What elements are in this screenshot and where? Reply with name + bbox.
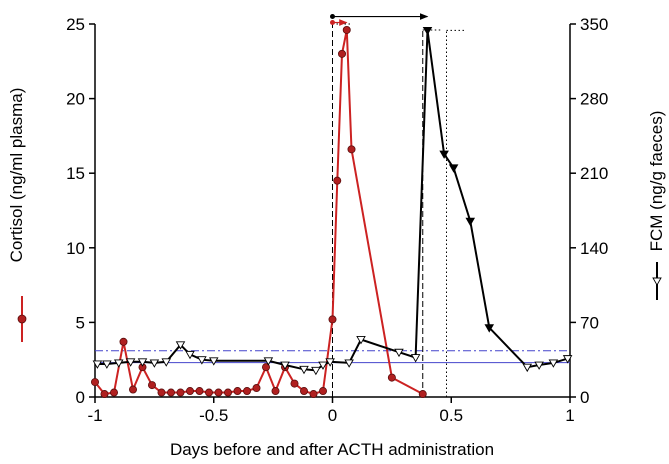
fcm-point [311,366,321,376]
fcm-point [356,336,366,345]
y-left-tick-label: 20 [66,90,85,109]
fcm-point [92,360,103,369]
cortisol-point [387,373,396,382]
cortisol-point [185,387,194,396]
fcm-point [280,361,290,370]
legend-fcm-symbol [652,262,662,300]
fcm-point [534,361,544,370]
fcm-point [448,164,459,173]
y-left-tick-label: 0 [76,388,85,407]
series-fcm [92,26,573,376]
cortisol-point [195,387,204,396]
fcm-point [410,354,421,363]
cortisol-point [233,387,242,396]
legend-fcm-marker [652,277,662,286]
legend-cortisol-marker [17,314,27,324]
cortisol-point [204,388,213,397]
fcm-point [522,363,533,373]
fcm-point [318,361,328,370]
fcm-point [113,359,124,368]
cortisol-point [318,387,327,396]
cortisol-point [290,379,299,388]
cortisol-point [299,387,308,396]
cortisol-point [166,388,175,397]
cortisol-point [337,49,346,58]
legend-cortisol-symbol [17,296,27,342]
fcm-point [299,365,309,375]
series-cortisol [91,25,427,399]
x-tick-label: -0.5 [199,406,228,425]
y-right-tick-label: 70 [580,313,599,332]
fcm-point [548,359,559,368]
fcm-point [465,217,476,227]
cortisol-point [214,388,223,397]
fcm-point [125,358,136,367]
cortisol-point [342,25,351,34]
cortisol-line [94,29,424,396]
fcm-point [394,348,404,358]
cortisol-point [91,378,100,387]
cortisol-point [119,337,128,346]
cortisol-point [242,387,251,396]
cortisol-point [157,388,166,397]
fcm-point [344,359,354,368]
fcm-point [484,324,495,333]
fcm-point [422,26,433,36]
cortisol-point [147,381,156,390]
cortisol-point [176,388,185,397]
fcm-point [161,358,172,367]
cortisol-point [261,363,270,372]
y-right-axis-label: FCM (ng/g faeces) [647,111,666,252]
y-left-tick-label: 10 [66,239,85,258]
fcm-point [149,359,160,368]
x-tick-label: -1 [87,406,102,425]
y-left-axis-label: Cortisol (ng/ml plasma) [7,88,26,263]
cortisol-point [128,385,137,394]
fcm-point [325,358,335,367]
x-axis-label: Days before and after ACTH administratio… [170,440,494,459]
annotations [330,13,467,397]
cortisol-point [223,388,232,397]
fcm-point [137,358,148,367]
y-right-tick-label: 210 [580,164,608,183]
x-tick-label: 0.5 [439,406,463,425]
cortisol-point [347,145,356,154]
fcm-point [208,357,219,366]
cortisol-point [418,390,427,399]
x-tick-label: 1 [565,406,574,425]
fcm-point [263,357,274,366]
y-left-tick-label: 5 [76,313,85,332]
y-right-tick-label: 350 [580,15,608,34]
cortisol-point [333,176,342,185]
cortisol-point [271,387,280,396]
y-right-tick-label: 0 [580,388,589,407]
fcm-point [562,355,573,364]
fcm-point [185,350,195,360]
cortisol-point [110,388,119,397]
x-tick-label: 0 [328,406,337,425]
fcm-point [102,360,112,369]
fcm-point [439,150,449,159]
cortisol-point [252,384,261,393]
cortisol-point [100,390,109,399]
y-left-tick-label: 15 [66,164,85,183]
fcm-point [175,341,186,350]
cortisol-point [309,390,318,399]
y-right-tick-label: 280 [580,90,608,109]
y-left-tick-label: 25 [66,15,85,34]
cortisol-point [328,315,337,324]
y-right-tick-label: 140 [580,239,608,258]
fcm-point [197,356,207,365]
